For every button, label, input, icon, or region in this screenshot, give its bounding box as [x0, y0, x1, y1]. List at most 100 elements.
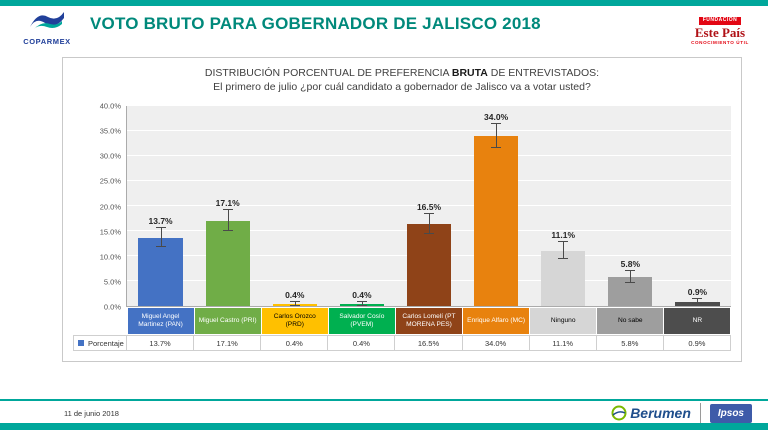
legend-swatch-icon: [78, 340, 84, 346]
chart-panel: DISTRIBUCIÓN PORCENTUAL DE PREFERENCIA B…: [62, 57, 742, 362]
bar-value-label: 0.9%: [687, 287, 708, 297]
bar-column: 0.4%: [328, 106, 395, 306]
y-tick-label: 30.0%: [99, 151, 121, 161]
category-row: Miguel Angel Martinez (PAN) Miguel Castro…: [127, 307, 731, 334]
y-tick-label: 0.0%: [103, 302, 121, 312]
error-bar: [361, 302, 363, 306]
error-bar-cap-top: [625, 270, 636, 271]
gridline: [127, 180, 731, 181]
value-row: 13.7% 17.1% 0.4% 0.4% 16.5% 34.0% 11.1% 5.8% 0.9…: [127, 335, 731, 351]
bar-value-label: 17.1%: [215, 198, 240, 208]
bar-value-label: 11.1%: [551, 230, 576, 240]
header: COPARMEX VOTO BRUTO PARA GOBERNADOR DE J…: [0, 6, 768, 54]
footer-date: 11 de junio 2018: [64, 409, 119, 418]
gridline: [127, 155, 731, 156]
category-label: Enrique Alfaro (MC): [463, 308, 530, 334]
table-value-cell: 5.8%: [596, 335, 664, 351]
coparmex-wordmark: COPARMEX: [23, 37, 71, 46]
bar-value-label: 16.5%: [416, 201, 442, 212]
estepais-fundacion-label: FUNDACIÓN: [698, 17, 742, 25]
bar-column: 0.9%: [664, 106, 731, 306]
bar[interactable]: [406, 223, 452, 306]
chart-subtitle: El primero de julio ¿por cuál candidato …: [213, 81, 591, 93]
table-value-cell: 17.1%: [194, 335, 262, 351]
ipsos-logo: Ipsos: [709, 403, 752, 423]
category-label: Miguel Angel Martinez (PAN): [127, 308, 194, 334]
footer-logos: Berumen Ipsos: [611, 403, 752, 423]
estepais-logo: FUNDACIÓN Este País CONOCIMIENTO ÚTIL: [682, 8, 758, 45]
y-tick-label: 15.0%: [99, 227, 121, 237]
table-value-cell: 0.9%: [663, 335, 731, 351]
table-value-cell: 0.4%: [261, 335, 329, 351]
chart-title-suffix: DE ENTREVISTADOS:: [487, 67, 600, 79]
error-bar-cap-top: [423, 212, 434, 214]
table-value-cell: 16.5%: [395, 335, 463, 351]
bar-column: 34.0%: [463, 106, 530, 306]
chart-body: 0.0% 5.0% 10.0% 15.0% 20.0% 25.0% 30.0% 35.0% 40…: [73, 102, 731, 351]
berumen-logo: Berumen: [611, 405, 691, 421]
category-label: Miguel Castro (PRI): [194, 308, 261, 334]
bar[interactable]: [138, 237, 183, 306]
error-bar: [630, 271, 632, 283]
error-bar-cap-bottom: [222, 230, 233, 231]
footer-rule: [0, 399, 768, 401]
berumen-globe-icon: [611, 405, 627, 421]
bar-value-label: 0.4%: [285, 290, 305, 300]
error-bar-cap-bottom: [692, 303, 703, 304]
category-label: Carlos Lomelí (PT MORENA PES): [395, 308, 463, 334]
bar-value-label: 13.7%: [148, 216, 173, 226]
bar-column: 16.5%: [395, 106, 462, 306]
error-bar-cap-bottom: [155, 246, 166, 247]
bar-column: 0.4%: [261, 106, 328, 306]
coparmex-icon: [30, 12, 64, 29]
y-tick-label: 20.0%: [99, 202, 121, 211]
y-axis: 0.0% 5.0% 10.0% 15.0% 20.0% 25.0% 30.0% 35.0% 40…: [73, 102, 127, 312]
error-bar-cap-top: [692, 298, 703, 299]
bar-value-label: 5.8%: [620, 259, 640, 269]
bar[interactable]: [541, 250, 586, 306]
table-value-cell: 34.0%: [462, 335, 530, 351]
bar-column: 11.1%: [530, 106, 597, 306]
error-bar-cap-bottom: [356, 305, 367, 306]
error-bar-cap-top: [491, 123, 502, 124]
bottom-accent-bar: [0, 423, 768, 430]
top-accent-bar: [0, 0, 768, 6]
error-bar-cap-top: [356, 301, 367, 302]
y-tick-label: 10.0%: [99, 252, 121, 262]
y-tick-label: 40.0%: [99, 101, 121, 111]
error-bar: [563, 242, 565, 259]
bar-column: 5.8%: [597, 106, 664, 306]
chart-title: DISTRIBUCIÓN PORCENTUAL DE PREFERENCIA B…: [63, 67, 741, 79]
category-label: No sabe: [597, 308, 664, 334]
plot-area: 13.7% 17.1% 0.4% 0.4% 16.5% 34.0% 11.1% 5.8% 0.9…: [127, 105, 731, 307]
error-bar: [496, 124, 498, 148]
error-bar-cap-bottom: [491, 147, 502, 148]
error-bar-cap-top: [289, 301, 300, 302]
error-bar-cap-bottom: [289, 305, 300, 306]
page-title: VOTO BRUTO PARA GOBERNADOR DE JALISCO 20…: [90, 14, 541, 33]
error-bar: [428, 213, 430, 234]
table-value-cell: 13.7%: [127, 335, 195, 351]
gridline: [127, 205, 731, 206]
y-tick-label: 35.0%: [99, 126, 121, 136]
bar[interactable]: [205, 220, 250, 306]
category-label: NR: [664, 308, 731, 334]
category-label: Salvador Cosío (PVEM): [328, 308, 395, 334]
logo-divider: [699, 403, 701, 423]
estepais-wordmark: Este País: [694, 24, 746, 40]
error-bar: [294, 302, 296, 306]
chart-title-bold: BRUTA: [451, 67, 488, 79]
columns: 13.7% 17.1% 0.4% 0.4% 16.5% 34.0% 11.1% 5.8% 0.9…: [127, 106, 731, 306]
error-bar-cap-bottom: [558, 258, 569, 259]
category-label: Ninguno: [530, 308, 597, 334]
table-value-cell: 0.4%: [328, 335, 396, 351]
table-value-cell: 11.1%: [529, 335, 597, 351]
bar-value-label: 0.4%: [352, 290, 372, 300]
berumen-wordmark: Berumen: [630, 405, 691, 421]
estepais-tagline: CONOCIMIENTO ÚTIL: [691, 39, 749, 45]
y-tick-label: 25.0%: [99, 176, 121, 186]
bar-column: 13.7%: [127, 106, 194, 306]
error-bar-cap-bottom: [625, 282, 636, 283]
bar[interactable]: [473, 136, 519, 306]
legend: Porcentaje: [73, 335, 127, 351]
